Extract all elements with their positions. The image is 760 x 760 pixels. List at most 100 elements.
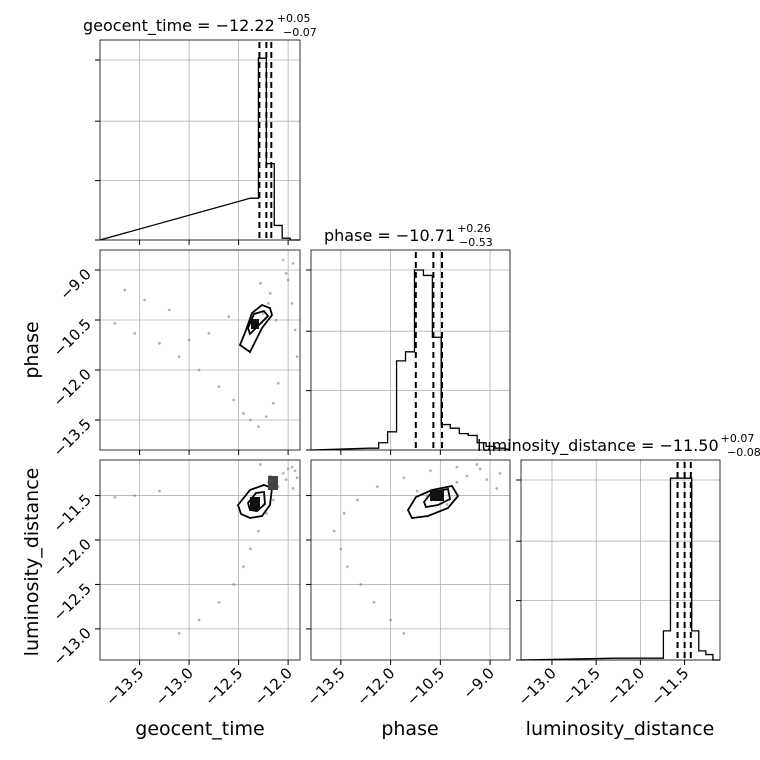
- xlabel-phase: phase: [381, 718, 438, 740]
- ylabel-phase: phase: [21, 321, 43, 378]
- sample-point: [123, 288, 127, 292]
- panel-geocent-time-vs-luminosity-distance: −13.5 −13.0 −12.5 −12.0−13.0−12.5−12.0−11.5: [50, 459, 301, 709]
- sample-point: [257, 425, 260, 429]
- sample-point: [455, 480, 459, 484]
- frame-geocent-time: [99, 39, 301, 241]
- title-geocent-time-plus: +0.05: [277, 12, 311, 25]
- frame-phase: [310, 249, 511, 451]
- sample-point: [271, 498, 275, 502]
- sample-point: [274, 318, 278, 322]
- sample-point: [290, 301, 294, 305]
- sample-point: [268, 291, 272, 295]
- hist-luminosity-distance: [520, 477, 720, 661]
- density-peak-geocent-time-vs-luminosity-distance: [250, 497, 260, 510]
- sample-point: [264, 511, 268, 515]
- sample-point: [249, 418, 252, 422]
- ytick-label-phase: −9.0: [56, 265, 94, 303]
- title-luminosity-distance-minus: −0.08: [727, 446, 760, 459]
- sample-point: [242, 411, 245, 415]
- sample-point: [339, 547, 343, 551]
- hist-line-phase: [310, 269, 511, 451]
- xtick-label-phase: −10.5: [403, 664, 448, 709]
- sample-point: [478, 467, 482, 471]
- sample-point: [485, 478, 489, 481]
- sample-point: [284, 478, 288, 481]
- samples-phase-vs-luminosity-distance: [332, 463, 502, 635]
- title-luminosity-distance: luminosity_distance = −11.50 +0.07 −0.08: [477, 432, 760, 459]
- ytick-label-phase: −10.5: [50, 315, 95, 360]
- ytick-label-phase: −12.0: [50, 365, 95, 410]
- sample-point: [286, 278, 290, 282]
- sample-point: [227, 315, 231, 319]
- hist-line-geocent-time: [99, 57, 300, 241]
- sample-point: [158, 489, 161, 493]
- xlabel-luminosity-distance: luminosity_distance: [526, 718, 715, 740]
- sample-point: [207, 331, 211, 335]
- sample-point: [113, 321, 117, 325]
- ylabel-luminosity-distance: luminosity_distance: [21, 468, 43, 657]
- contour-outer-geocent-time-vs-luminosity-distance: [236, 484, 273, 519]
- sample-point: [264, 415, 268, 419]
- sample-point: [257, 529, 260, 533]
- frame-luminosity-distance: [520, 459, 721, 661]
- sample-point: [359, 583, 363, 586]
- sample-point: [290, 465, 294, 469]
- sample-point: [187, 338, 191, 342]
- quantile-lines-geocent-time: [258, 42, 273, 240]
- xtick-label-geocent-time: −13.0: [152, 664, 197, 709]
- xtick-label-luminosity-distance: −11.5: [647, 664, 692, 709]
- sample-point: [261, 311, 265, 315]
- sample-point: [197, 368, 201, 372]
- sample-point: [284, 271, 288, 275]
- sample-point: [293, 469, 297, 473]
- title-luminosity-distance-plus: +0.07: [721, 432, 755, 445]
- xtick-label-phase: −12.0: [353, 664, 398, 709]
- sample-point: [356, 498, 359, 502]
- sample-point: [342, 511, 346, 515]
- xtick-label-geocent-time: −13.5: [102, 664, 147, 709]
- xtick-label-geocent-time: −12.0: [251, 664, 296, 709]
- title-phase-minus: −0.53: [459, 236, 493, 249]
- sample-point: [177, 631, 181, 635]
- ytick-label-luminosity-distance: −12.5: [50, 580, 95, 625]
- sample-point: [266, 301, 270, 305]
- sample-point: [375, 485, 379, 489]
- frame-geocent-time-vs-phase: [99, 249, 301, 451]
- frame-geocent-time-vs-luminosity-distance: [99, 459, 301, 661]
- title-phase-plus: +0.26: [457, 222, 491, 235]
- sample-point: [242, 565, 245, 569]
- hist-panel-geocent-time: geocent_time = −12.22 +0.05 −0.07: [83, 12, 317, 245]
- sample-point: [372, 600, 376, 604]
- sample-point: [133, 331, 137, 335]
- sample-point: [281, 471, 285, 475]
- sample-point: [143, 298, 146, 302]
- samples-geocent-time-vs-phase: [113, 258, 299, 429]
- contour-outer-geocent-time-vs-phase: [238, 303, 273, 354]
- sample-point: [249, 547, 252, 551]
- sample-point: [291, 261, 295, 265]
- frame-phase-vs-luminosity-distance: [310, 459, 511, 661]
- ytick-label-luminosity-distance: −13.0: [50, 624, 95, 669]
- sample-point: [197, 618, 201, 622]
- sample-point: [217, 600, 221, 604]
- sample-point: [415, 489, 419, 493]
- xlabel-geocent-time: geocent_time: [135, 718, 264, 740]
- grid-phase-vs-luminosity-distance: [311, 460, 510, 660]
- sample-point: [271, 401, 275, 405]
- sample-point: [498, 471, 502, 475]
- sample-point: [167, 308, 171, 312]
- sample-point: [232, 398, 236, 402]
- sample-point: [402, 631, 406, 635]
- contour-outer-phase-vs-luminosity-distance: [406, 484, 460, 519]
- sample-point: [113, 495, 117, 499]
- ytick-label-luminosity-distance: −12.0: [50, 535, 95, 580]
- grid-geocent-time-vs-phase: [100, 250, 300, 450]
- sample-point: [258, 463, 262, 466]
- sample-point: [295, 355, 299, 359]
- contour-inner-geocent-time-vs-phase: [247, 309, 270, 336]
- sample-point: [465, 474, 469, 478]
- hist-panel-luminosity-distance: −13.0−12.5−12.0−11.5 luminosity_distance…: [477, 432, 760, 709]
- xtick-label-luminosity-distance: −12.5: [559, 664, 604, 709]
- hist-panel-phase: phase = −10.71 +0.26 −0.53: [306, 222, 511, 455]
- hist-geocent-time: [99, 57, 300, 241]
